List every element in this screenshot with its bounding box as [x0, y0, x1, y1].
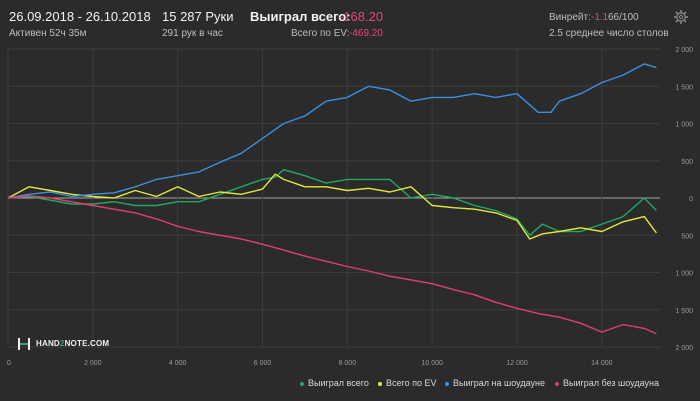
series-showdown	[7, 63, 657, 199]
chart-legend: Выиграл всего Всего по EV Выиграл на шоу…	[0, 378, 700, 392]
y-tick-label: 0	[689, 196, 693, 203]
gear-icon[interactable]	[673, 9, 689, 25]
hands-per-hour: 291 рук в час	[162, 28, 223, 39]
legend-dot-icon	[300, 381, 304, 386]
x-tick-label: 6 000	[254, 360, 272, 367]
x-tick-label: 2 000	[84, 360, 102, 367]
handnote-logo: HAND2NOTE.COM	[16, 336, 126, 354]
y-tick-label: 2 000	[675, 47, 693, 54]
y-tick-label: 1 000	[675, 271, 693, 278]
x-tick-label: 14 000	[591, 360, 613, 367]
winrate-unit: 66/100	[608, 12, 639, 23]
y-tick-label: 2 000	[675, 345, 693, 352]
avg-tables: 2.5 среднее число столов	[549, 28, 669, 39]
legend-item-non-showdown[interactable]: Выиграл без шоудауна	[555, 378, 659, 388]
handnote-logo-icon	[18, 338, 30, 350]
y-tick-label: 1 500	[675, 84, 693, 91]
x-tick-label: 10 000	[421, 360, 443, 367]
legend-item-showdown[interactable]: Выиграл на шоудауне	[445, 378, 545, 388]
winrate-label: Винрейт:	[549, 12, 591, 23]
legend-item-ev[interactable]: Всего по EV	[378, 378, 436, 388]
y-tick-label: 1 500	[675, 308, 693, 315]
y-tick-label: 500	[681, 159, 693, 166]
active-time: Активен 52ч 35м	[9, 28, 87, 39]
won-total-value: -168.20	[339, 9, 384, 24]
x-tick-label: 8 000	[339, 360, 357, 367]
stats-header: 26.09.2018 - 26.10.2018 15 287 Руки Выиг…	[0, 0, 700, 48]
chart-series	[7, 63, 657, 335]
winrate-value: -1.1	[591, 12, 609, 23]
ev-value: -469.20	[349, 28, 383, 39]
ev-label: Всего по EV:	[291, 28, 350, 39]
series-won-total	[7, 169, 657, 236]
chart-ticks: 2 000 1 500 1 000 500 0 500 1 000 1 500 2 000 0 2 …	[7, 47, 693, 367]
legend-dot-icon	[445, 381, 449, 386]
y-tick-label: 1 000	[675, 122, 693, 129]
x-tick-label: 12 000	[506, 360, 528, 367]
legend-item-won-total[interactable]: Выиграл всего	[300, 378, 369, 388]
series-ev	[7, 173, 657, 240]
date-range[interactable]: 26.09.2018 - 26.10.2018	[9, 9, 151, 24]
y-tick-label: 500	[681, 233, 693, 240]
bankroll-chart: 2 000 1 500 1 000 500 0 500 1 000 1 500 2 000 0 2 …	[7, 47, 693, 367]
series-non-showdown	[7, 195, 657, 335]
legend-dot-icon	[555, 381, 559, 386]
won-total-label: Выиграл всего:	[250, 9, 351, 24]
hands-count: 15 287 Руки	[162, 9, 234, 24]
x-tick-label: 0	[7, 360, 11, 367]
legend-dot-icon	[378, 381, 382, 386]
handnote-logo-text: HAND2NOTE.COM	[36, 339, 110, 348]
x-tick-label: 4 000	[169, 360, 187, 367]
